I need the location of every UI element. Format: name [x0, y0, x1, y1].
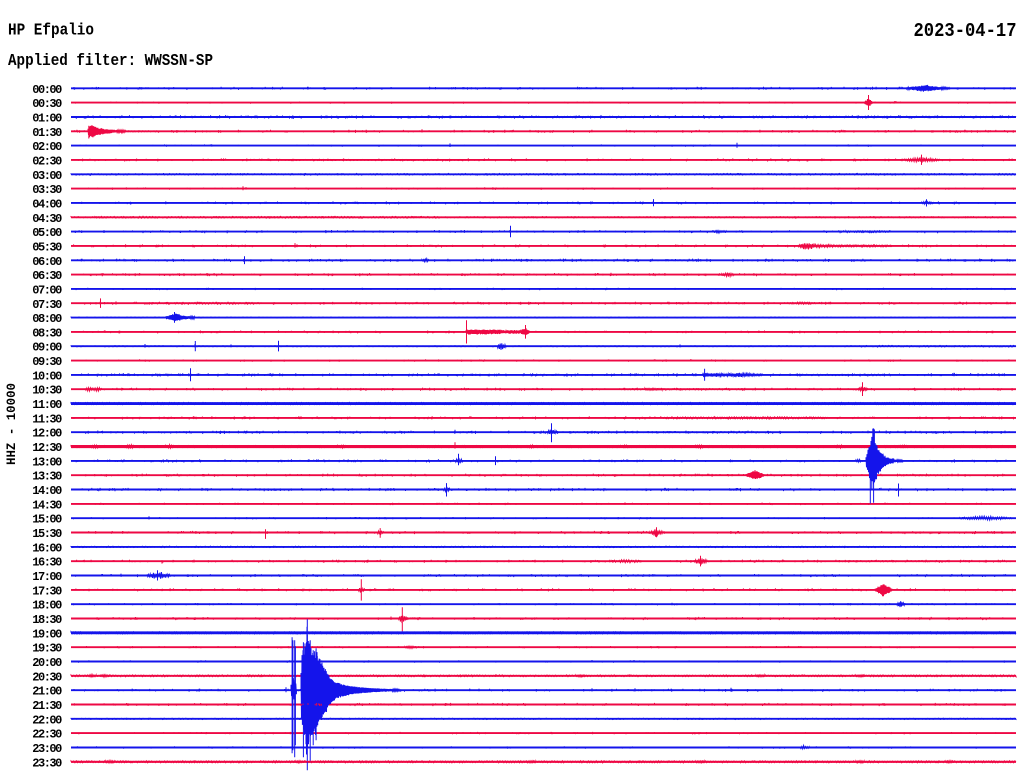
svg-text:10:30: 10:30 [32, 384, 62, 398]
svg-text:23:00: 23:00 [32, 742, 62, 756]
svg-text:21:30: 21:30 [32, 699, 62, 713]
svg-text:08:00: 08:00 [32, 312, 62, 326]
svg-text:18:00: 18:00 [32, 599, 62, 613]
svg-text:01:30: 01:30 [32, 126, 62, 140]
svg-text:11:30: 11:30 [32, 412, 62, 426]
svg-text:06:30: 06:30 [32, 269, 62, 283]
svg-text:11:00: 11:00 [32, 398, 62, 412]
svg-text:05:30: 05:30 [32, 240, 62, 254]
svg-text:04:30: 04:30 [32, 212, 62, 226]
svg-text:12:30: 12:30 [32, 441, 62, 455]
svg-text:21:00: 21:00 [32, 685, 62, 699]
svg-text:22:30: 22:30 [32, 728, 62, 742]
svg-text:18:30: 18:30 [32, 613, 62, 627]
svg-text:02:30: 02:30 [32, 154, 62, 168]
svg-text:15:30: 15:30 [32, 527, 62, 541]
svg-text:17:00: 17:00 [32, 570, 62, 584]
svg-text:02:00: 02:00 [32, 140, 62, 154]
svg-text:01:00: 01:00 [32, 112, 62, 126]
svg-text:HHZ - 10000: HHZ - 10000 [5, 383, 19, 465]
svg-text:13:00: 13:00 [32, 455, 62, 469]
svg-text:07:00: 07:00 [32, 283, 62, 297]
svg-text:2023-04-17: 2023-04-17 [914, 20, 1017, 42]
svg-text:15:00: 15:00 [32, 513, 62, 527]
svg-text:20:30: 20:30 [32, 670, 62, 684]
svg-text:05:00: 05:00 [32, 226, 62, 240]
svg-text:07:30: 07:30 [32, 298, 62, 312]
svg-text:09:00: 09:00 [32, 341, 62, 355]
svg-text:19:00: 19:00 [32, 627, 62, 641]
svg-text:14:30: 14:30 [32, 498, 62, 512]
svg-text:HP Efpalio: HP Efpalio [8, 22, 94, 41]
svg-text:10:00: 10:00 [32, 369, 62, 383]
svg-text:16:00: 16:00 [32, 541, 62, 555]
svg-text:00:00: 00:00 [32, 83, 62, 97]
svg-text:20:00: 20:00 [32, 656, 62, 670]
svg-text:04:00: 04:00 [32, 197, 62, 211]
svg-text:13:30: 13:30 [32, 470, 62, 484]
svg-text:Applied filter: WWSSN-SP: Applied filter: WWSSN-SP [8, 52, 213, 71]
svg-text:08:30: 08:30 [32, 326, 62, 340]
svg-text:19:30: 19:30 [32, 642, 62, 656]
svg-text:00:30: 00:30 [32, 97, 62, 111]
svg-text:17:30: 17:30 [32, 584, 62, 598]
svg-text:23:30: 23:30 [32, 756, 62, 770]
svg-text:09:30: 09:30 [32, 355, 62, 369]
svg-text:03:00: 03:00 [32, 169, 62, 183]
svg-text:06:00: 06:00 [32, 255, 62, 269]
svg-text:14:00: 14:00 [32, 484, 62, 498]
svg-text:22:00: 22:00 [32, 713, 62, 727]
svg-text:03:30: 03:30 [32, 183, 62, 197]
svg-text:12:00: 12:00 [32, 427, 62, 441]
svg-text:16:30: 16:30 [32, 556, 62, 570]
